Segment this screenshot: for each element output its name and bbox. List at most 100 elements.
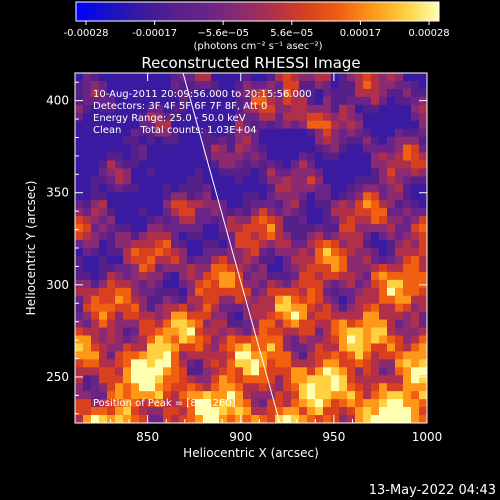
heatmap-cell: [91, 343, 100, 353]
heatmap-cell: [123, 232, 132, 241]
heatmap-cell: [299, 208, 308, 217]
heatmap-cell: [131, 391, 140, 400]
heatmap-cell: [91, 279, 100, 289]
heatmap-cell: [339, 271, 348, 281]
heatmap-cell: [307, 311, 316, 321]
heatmap-cell: [411, 200, 420, 209]
heatmap-cell: [139, 192, 148, 201]
heatmap-cell: [403, 279, 412, 289]
heatmap-cell: [91, 184, 100, 193]
heatmap-cell: [371, 168, 380, 178]
heatmap-cell: [299, 303, 308, 313]
heatmap-cell: [75, 224, 84, 233]
heatmap-cell: [371, 311, 380, 321]
heatmap-cell: [203, 176, 212, 185]
heatmap-cell: [195, 343, 204, 353]
heatmap-cell: [131, 184, 140, 193]
heatmap-cell: [91, 128, 100, 138]
heatmap-cell: [91, 248, 100, 257]
heatmap-cell: [283, 248, 292, 257]
heatmap-cell: [419, 192, 427, 201]
heatmap-cell: [227, 367, 236, 376]
heatmap-cell: [163, 136, 172, 146]
colorbar-tick-label: −5.6e−05: [197, 28, 249, 39]
heatmap-cell: [275, 415, 284, 423]
heatmap-cell: [107, 255, 116, 265]
heatmap-cell: [203, 80, 212, 90]
heatmap-cell: [99, 168, 108, 178]
heatmap-cell: [315, 144, 324, 154]
heatmap-cell: [307, 96, 316, 106]
heatmap-cell: [251, 240, 260, 249]
heatmap-cell: [115, 216, 124, 225]
heatmap-cell: [243, 367, 252, 376]
heatmap-cell: [227, 152, 236, 162]
heatmap-cell: [99, 311, 108, 321]
heatmap-cell: [347, 144, 356, 154]
heatmap-cell: [355, 295, 364, 305]
heatmap-cell: [371, 367, 380, 376]
heatmap-cell: [379, 160, 388, 170]
heatmap-cell: [227, 120, 236, 130]
heatmap-cell: [395, 351, 404, 360]
y-tick-label: 300: [46, 278, 69, 292]
heatmap-cell: [147, 295, 156, 305]
annotation-detectors: Detectors: 3F 4F 5F 6F 7F 8F, Att 0: [93, 101, 267, 112]
heatmap-cell: [323, 160, 332, 170]
heatmap-cell: [171, 184, 180, 193]
heatmap-cell: [315, 232, 324, 241]
heatmap-cell: [411, 271, 420, 281]
heatmap-cell: [243, 335, 252, 345]
heatmap-cell: [283, 80, 292, 90]
heatmap-cell: [139, 375, 148, 384]
heatmap-cell: [107, 407, 116, 416]
heatmap-cell: [107, 335, 116, 345]
heatmap-cell: [283, 208, 292, 217]
heatmap-cell: [379, 152, 388, 162]
heatmap-cell: [219, 303, 228, 313]
heatmap-cell: [267, 263, 276, 273]
heatmap-cell: [187, 248, 196, 257]
heatmap-cell: [83, 248, 92, 257]
heatmap-cell: [235, 136, 244, 146]
heatmap-cell: [131, 120, 140, 130]
heatmap-cell: [83, 367, 92, 376]
heatmap-cell: [275, 192, 284, 201]
heatmap-cell: [75, 112, 84, 122]
heatmap-cell: [83, 399, 92, 408]
heatmap-cell: [219, 192, 228, 201]
heatmap-cell: [323, 399, 332, 408]
heatmap-cell: [307, 279, 316, 289]
heatmap-cell: [227, 112, 236, 122]
heatmap-cell: [331, 80, 340, 90]
heatmap-cell: [275, 303, 284, 313]
heatmap-cell: [83, 112, 92, 122]
heatmap-cell: [299, 96, 308, 106]
heatmap-cell: [203, 271, 212, 281]
heatmap-cell: [139, 367, 148, 376]
heatmap-cell: [163, 311, 172, 321]
heatmap-cell: [275, 255, 284, 265]
heatmap-cell: [339, 287, 348, 297]
heatmap-cell: [411, 168, 420, 178]
heatmap-cell: [211, 88, 220, 98]
heatmap-cell: [395, 152, 404, 162]
heatmap-cell: [235, 240, 244, 249]
heatmap-cell: [323, 104, 332, 114]
heatmap-cell: [91, 104, 100, 114]
heatmap-cell: [203, 128, 212, 138]
heatmap-cell: [411, 184, 420, 193]
heatmap-cell: [283, 287, 292, 297]
heatmap-cell: [275, 343, 284, 353]
heatmap-cell: [235, 88, 244, 98]
heatmap-cell: [315, 224, 324, 233]
heatmap-cell: [355, 311, 364, 321]
heatmap-cell: [275, 335, 284, 345]
heatmap-cell: [147, 112, 156, 122]
heatmap-cell: [259, 104, 268, 114]
heatmap-cell: [331, 263, 340, 273]
heatmap-cell: [195, 73, 204, 82]
heatmap-cell: [267, 88, 276, 98]
heatmap-cell: [371, 248, 380, 257]
heatmap-cell: [363, 184, 372, 193]
